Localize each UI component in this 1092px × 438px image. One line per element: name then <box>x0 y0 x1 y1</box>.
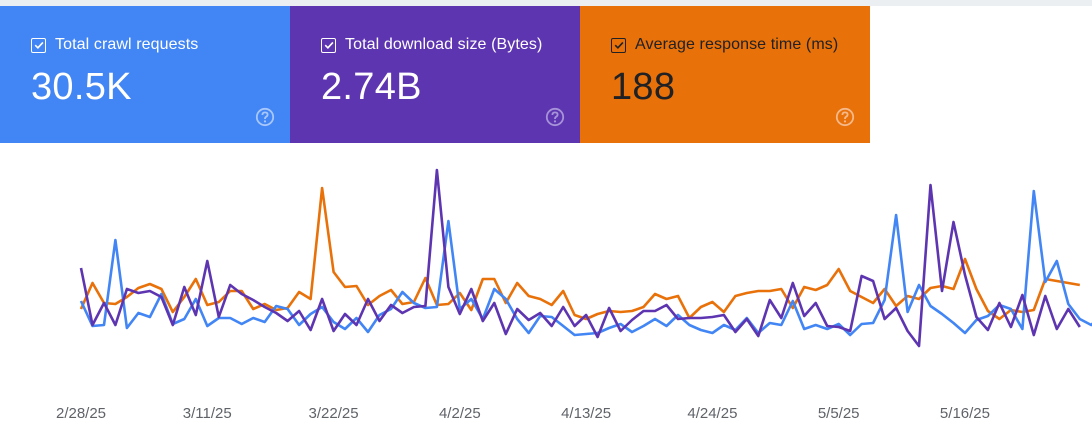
help-circle-icon[interactable] <box>545 107 565 127</box>
x-axis-tick-label: 4/2/25 <box>438 405 481 422</box>
x-axis-tick-label: 5/5/25 <box>817 405 860 422</box>
checkbox-checked-icon[interactable] <box>31 37 46 53</box>
help-circle-icon[interactable] <box>835 107 855 127</box>
help-circle-icon[interactable] <box>255 107 275 127</box>
series-line <box>79 168 1081 348</box>
metric-value: 188 <box>611 66 676 108</box>
metric-value: 2.74B <box>321 66 422 108</box>
x-axis-tick-label: 5/16/25 <box>939 405 990 422</box>
metric-cards: Total crawl requests 30.5K Total downloa… <box>0 6 870 143</box>
checkbox-checked-icon[interactable] <box>611 37 626 53</box>
x-axis-tick-label: 3/11/25 <box>182 405 232 422</box>
x-axis-tick-label: 2/28/25 <box>55 405 107 422</box>
metric-label: Total crawl requests <box>55 36 199 53</box>
x-axis-tick-label: 4/24/25 <box>687 405 738 422</box>
metric-label: Average response time (ms) <box>635 36 839 53</box>
x-axis-tick-label: 3/22/25 <box>308 405 359 422</box>
metric-card-average-response-time[interactable]: Average response time (ms) 188 <box>580 6 870 143</box>
metric-label-row: Average response time (ms) <box>611 36 838 54</box>
metric-card-total-download-size[interactable]: Total download size (Bytes) 2.74B <box>290 6 580 143</box>
series-line <box>79 189 1092 337</box>
metric-value: 30.5K <box>31 66 132 108</box>
x-axis-tick-label: 4/13/25 <box>561 405 612 422</box>
top-strip <box>0 0 1092 6</box>
metric-label-row: Total crawl requests <box>31 36 198 54</box>
metric-card-total-crawl-requests[interactable]: Total crawl requests 30.5K <box>0 6 290 143</box>
chart-plot-area <box>79 168 1092 348</box>
checkbox-checked-icon[interactable] <box>321 37 336 53</box>
metric-label-row: Total download size (Bytes) <box>321 36 542 54</box>
metric-label: Total download size (Bytes) <box>345 36 543 53</box>
line-chart[interactable]: 2/28/25 3/11/25 3/22/25 4/2/25 4/13/25 4/24/2… <box>0 143 1092 438</box>
